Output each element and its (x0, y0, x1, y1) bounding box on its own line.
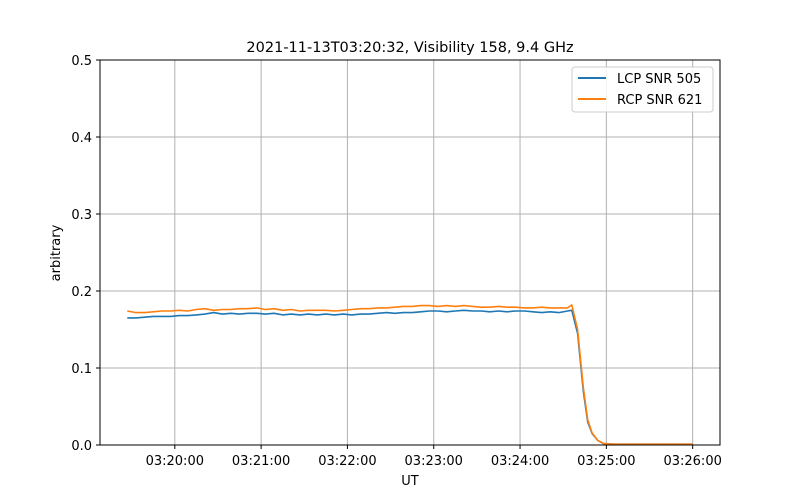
x-tick-label: 03:22:00 (318, 454, 376, 469)
x-axis-label: UT (401, 474, 419, 489)
x-tick-label: 03:23:00 (405, 454, 463, 469)
x-tick-label: 03:24:00 (491, 454, 549, 469)
legend: LCP SNR 505 RCP SNR 621 (571, 66, 714, 113)
x-tick-label: 03:21:00 (232, 454, 290, 469)
y-tick-label: 0.2 (71, 285, 92, 300)
y-tick-label: 0.3 (71, 208, 92, 223)
y-axis-label: arbitrary (49, 224, 64, 281)
y-tick-label: 0.1 (71, 362, 92, 377)
y-tick-label: 0.0 (71, 439, 92, 454)
grid (100, 59, 720, 446)
x-tick-label: 03:26:00 (663, 454, 721, 469)
series-line-lcp (127, 309, 693, 446)
legend-label-rcp: RCP SNR 621 (617, 93, 702, 108)
x-tick-label: 03:25:00 (577, 454, 635, 469)
series-line-rcp (127, 304, 693, 446)
y-tick-label: 0.5 (71, 54, 92, 69)
axes-frame (99, 59, 721, 446)
chart-title: 2021-11-13T03:20:32, Visibility 158, 9.4… (246, 40, 573, 56)
series-lines (127, 304, 693, 446)
ticks: 03:20:00 03:21:00 03:22:00 03:23:00 03:24:00… (71, 54, 722, 469)
y-tick-label: 0.4 (71, 131, 92, 146)
x-tick-label: 03:20:00 (146, 454, 204, 469)
legend-label-lcp: LCP SNR 505 (617, 72, 701, 87)
